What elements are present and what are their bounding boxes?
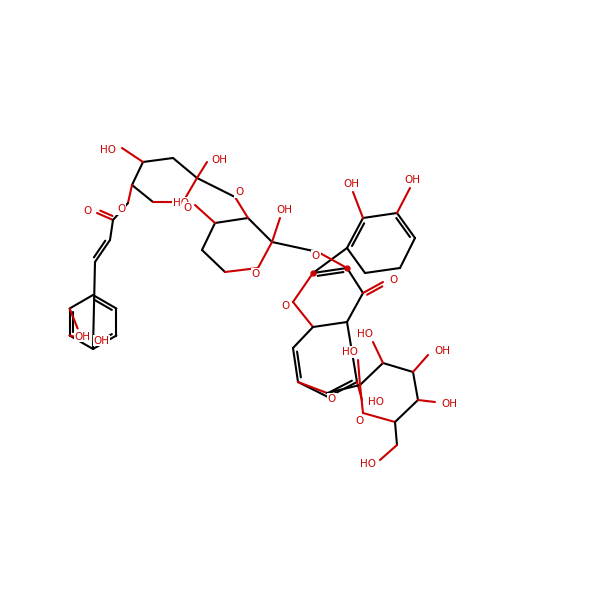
Text: O: O bbox=[389, 275, 397, 285]
Text: OH: OH bbox=[441, 399, 457, 409]
Text: O: O bbox=[83, 206, 91, 216]
Text: OH: OH bbox=[211, 155, 227, 165]
Text: O: O bbox=[281, 301, 289, 311]
Text: O: O bbox=[183, 203, 191, 213]
Text: OH: OH bbox=[434, 346, 450, 356]
Text: O: O bbox=[328, 394, 336, 404]
Text: O: O bbox=[235, 187, 243, 197]
Text: HO: HO bbox=[100, 145, 116, 155]
Text: OH: OH bbox=[94, 335, 110, 346]
Text: HO: HO bbox=[368, 397, 384, 407]
Text: HO: HO bbox=[357, 329, 373, 339]
Text: HO: HO bbox=[360, 459, 376, 469]
Text: OH: OH bbox=[74, 331, 91, 341]
Text: O: O bbox=[252, 269, 260, 279]
Text: O: O bbox=[117, 204, 125, 214]
Text: O: O bbox=[356, 416, 364, 426]
Text: OH: OH bbox=[404, 175, 420, 185]
Text: HO: HO bbox=[342, 347, 358, 357]
Text: HO: HO bbox=[173, 198, 189, 208]
Text: O: O bbox=[312, 251, 320, 261]
Text: OH: OH bbox=[343, 179, 359, 189]
Text: OH: OH bbox=[276, 205, 292, 215]
